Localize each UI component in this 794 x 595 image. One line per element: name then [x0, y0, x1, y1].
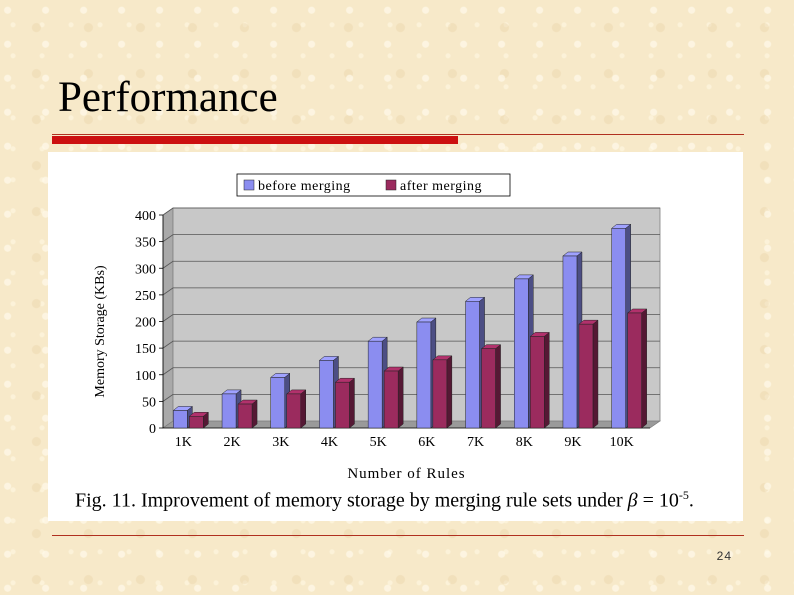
figure-caption: Fig. 11. Improvement of memory storage b… — [75, 488, 694, 513]
x-axis-label: Number of Rules — [347, 466, 465, 482]
gridline — [162, 207, 660, 216]
memory-storage-chart: 0 50 100 150 200 250 300 350 400 1K 2K 3K 4K 5K 6K 7K 8K… — [93, 173, 661, 482]
bar-before-merging — [221, 389, 242, 429]
x-tick-label: 3K — [272, 435, 289, 450]
legend-swatch-before — [243, 179, 255, 191]
bar-after-merging — [480, 344, 502, 429]
y-axis-label: Memory Storage (KBs) — [93, 265, 108, 398]
y-tick-label: 400 — [135, 209, 156, 224]
y-tick-label: 150 — [135, 342, 156, 357]
x-tick-label: 9K — [564, 435, 581, 450]
y-tick-label: 200 — [135, 316, 156, 331]
x-tick-label: 2K — [223, 435, 240, 450]
title-underline — [52, 134, 744, 135]
x-tick-label: 1K — [175, 435, 192, 450]
bar-after-merging — [286, 389, 307, 429]
legend-box — [236, 173, 511, 197]
caption-equals: = 10 — [637, 489, 679, 512]
y-tick-label: 100 — [135, 369, 156, 384]
x-tick-label: 5K — [370, 435, 387, 450]
caption-prefix: Fig. 11. Improvement of memory storage b… — [75, 489, 628, 512]
legend-swatch-after — [385, 179, 397, 191]
gridline — [162, 260, 660, 269]
bar-after-merging — [432, 355, 453, 429]
legend-label-before: before merging — [258, 179, 351, 194]
bar-after-merging — [188, 411, 210, 429]
figure-panel: 0 50 100 150 200 250 300 350 400 1K 2K 3K 4K 5K 6K 7K 8K… — [48, 152, 743, 521]
y-tick-label: 50 — [142, 395, 156, 410]
y-tick-label: 300 — [135, 262, 156, 277]
x-tick-label: 10K — [610, 435, 634, 450]
x-tick-label: 4K — [321, 435, 338, 450]
x-tick-label: 6K — [418, 435, 435, 450]
bar-after-merging — [529, 331, 550, 429]
footer-rule — [52, 535, 744, 536]
page-number: 24 — [716, 549, 732, 563]
gridline — [162, 314, 660, 322]
y-tick-label: 250 — [135, 289, 156, 304]
x-tick-label: 8K — [516, 435, 533, 450]
bar-after-merging — [626, 308, 648, 429]
gridline — [162, 287, 660, 296]
slide-title: Performance — [58, 74, 278, 121]
y-tick-label: 350 — [135, 236, 156, 251]
y-tick-label: 0 — [149, 422, 156, 437]
caption-beta: β — [627, 489, 638, 512]
gridline — [162, 234, 660, 242]
bar-after-merging — [237, 399, 258, 429]
caption-suffix: . — [688, 489, 694, 512]
caption-exponent: -5 — [678, 488, 689, 502]
bar-after-merging — [578, 319, 599, 429]
bar-after-merging — [383, 366, 404, 429]
gridline — [162, 340, 660, 349]
x-tick-label: 7K — [467, 435, 484, 450]
legend-label-after: after merging — [400, 179, 482, 194]
bar-after-merging — [334, 377, 356, 429]
title-accent-bar — [52, 136, 458, 144]
